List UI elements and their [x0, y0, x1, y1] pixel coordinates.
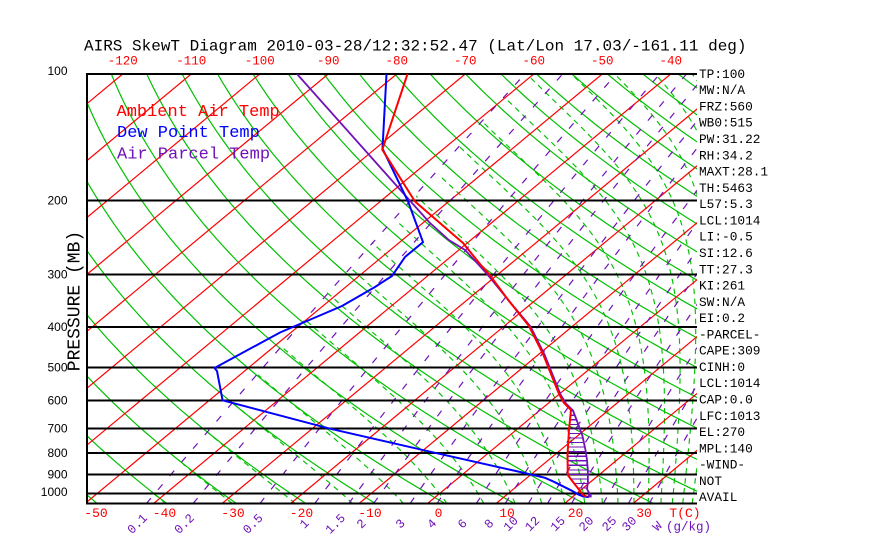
svg-text:(g/kg): (g/kg) — [666, 521, 711, 535]
svg-text:NOT: NOT — [699, 474, 722, 489]
svg-text:-WIND-: -WIND- — [699, 458, 745, 473]
svg-text:10: 10 — [499, 506, 515, 521]
svg-text:30: 30 — [636, 506, 652, 521]
svg-text:RH:34.2: RH:34.2 — [699, 148, 753, 163]
svg-text:-120: -120 — [108, 55, 138, 69]
svg-text:-40: -40 — [659, 55, 682, 69]
svg-text:-50: -50 — [84, 506, 107, 521]
svg-text:CAPE:309: CAPE:309 — [699, 344, 760, 359]
svg-text:-10: -10 — [358, 506, 381, 521]
svg-text:SI:12.6: SI:12.6 — [699, 246, 753, 261]
svg-text:-50: -50 — [591, 55, 614, 69]
svg-text:EI:0.2: EI:0.2 — [699, 311, 745, 326]
svg-text:20: 20 — [568, 506, 584, 521]
svg-text:PRESSURE (MB): PRESSURE (MB) — [66, 231, 86, 371]
svg-text:WB0:515: WB0:515 — [699, 116, 753, 131]
svg-text:Ambient Air Temp: Ambient Air Temp — [117, 103, 280, 122]
svg-text:FRZ:560: FRZ:560 — [699, 100, 753, 115]
svg-text:EL:270: EL:270 — [699, 425, 745, 440]
svg-text:-90: -90 — [317, 55, 340, 69]
svg-text:TT:27.3: TT:27.3 — [699, 262, 753, 277]
svg-text:L57:5.3: L57:5.3 — [699, 197, 753, 212]
svg-text:CINH:0: CINH:0 — [699, 360, 745, 375]
svg-text:300: 300 — [47, 267, 67, 281]
svg-text:1000: 1000 — [41, 485, 68, 499]
svg-text:-30: -30 — [221, 506, 244, 521]
svg-text:TH:5463: TH:5463 — [699, 181, 753, 196]
svg-text:800: 800 — [47, 446, 67, 460]
svg-text:700: 700 — [47, 422, 67, 436]
svg-text:LI:-0.5: LI:-0.5 — [699, 230, 753, 245]
svg-text:T(C): T(C) — [669, 506, 700, 521]
svg-text:-PARCEL-: -PARCEL- — [699, 327, 760, 342]
svg-text:-40: -40 — [153, 506, 176, 521]
svg-text:-20: -20 — [290, 506, 313, 521]
svg-text:MPL:140: MPL:140 — [699, 441, 753, 456]
svg-text:0: 0 — [435, 506, 443, 521]
svg-text:-70: -70 — [454, 55, 477, 69]
svg-text:-110: -110 — [176, 55, 206, 69]
svg-text:500: 500 — [47, 360, 67, 374]
svg-text:CAP:0.0: CAP:0.0 — [699, 393, 753, 408]
svg-text:Air Parcel Temp: Air Parcel Temp — [117, 146, 270, 165]
svg-text:MW:N/A: MW:N/A — [699, 83, 745, 98]
svg-text:AVAIL: AVAIL — [699, 490, 737, 505]
svg-text:900: 900 — [47, 467, 67, 481]
svg-text:PW:31.22: PW:31.22 — [699, 132, 760, 147]
svg-text:KI:261: KI:261 — [699, 279, 745, 294]
svg-text:100: 100 — [47, 64, 67, 78]
svg-text:-80: -80 — [385, 55, 408, 69]
svg-text:600: 600 — [47, 394, 67, 408]
svg-text:LFC:1013: LFC:1013 — [699, 409, 760, 424]
svg-text:MAXT:28.1: MAXT:28.1 — [699, 165, 768, 180]
svg-text:SW:N/A: SW:N/A — [699, 295, 745, 310]
svg-text:LCL:1014: LCL:1014 — [699, 376, 761, 391]
svg-text:Dew Point Temp: Dew Point Temp — [117, 124, 260, 143]
svg-text:TP:100: TP:100 — [699, 67, 745, 82]
svg-text:AIRS SkewT Diagram 2010-03-28/: AIRS SkewT Diagram 2010-03-28/12:32:52.4… — [84, 38, 747, 56]
svg-text:-100: -100 — [245, 55, 275, 69]
svg-text:200: 200 — [47, 194, 67, 208]
svg-text:400: 400 — [47, 320, 67, 334]
svg-text:-60: -60 — [522, 55, 545, 69]
svg-text:LCL:1014: LCL:1014 — [699, 213, 761, 228]
